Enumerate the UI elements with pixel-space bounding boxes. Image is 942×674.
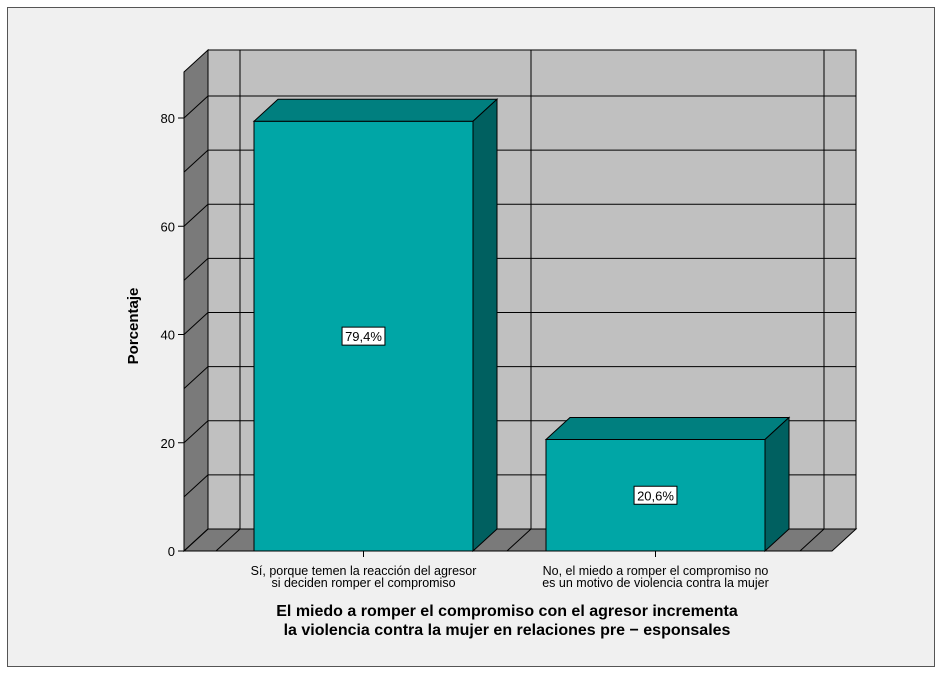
y-axis: 0 20 40 60 80 xyxy=(161,71,832,559)
y-tick-label: 40 xyxy=(161,328,175,343)
y-tick-label: 0 xyxy=(168,544,175,559)
bar-side xyxy=(764,416,790,553)
data-label-box xyxy=(341,326,386,346)
y-axis-label: Porcentaje xyxy=(125,288,142,365)
gridline-side xyxy=(183,203,209,227)
data-label: 20,6% xyxy=(633,485,678,505)
x-tick-label: Sí, porque temen la reacción del agresor xyxy=(251,564,477,578)
bar-2 xyxy=(544,416,791,553)
gridline-side xyxy=(183,528,209,552)
bar-top xyxy=(252,98,499,122)
data-label: 79,4% xyxy=(341,326,386,346)
bar-1 xyxy=(252,98,499,553)
gridline-side xyxy=(183,420,209,444)
data-label-text: 20,6% xyxy=(637,488,674,503)
gridline-side xyxy=(183,474,209,498)
gridline-side xyxy=(183,312,209,335)
x-tick-label: si deciden romper el compromiso xyxy=(271,576,455,590)
x-axis-title-line: la violencia contra la mujer en relacion… xyxy=(284,622,731,639)
floor-divider xyxy=(215,528,241,552)
bar-top xyxy=(544,417,791,441)
gridline-side xyxy=(183,95,209,119)
x-tick-label: No, el miedo a romper el compromiso no xyxy=(543,564,769,578)
bar-side xyxy=(472,98,498,553)
floor-divider xyxy=(506,528,532,552)
left-wall xyxy=(183,48,209,553)
data-label-text: 79,4% xyxy=(345,329,382,344)
bars: 79,4% 20,6% xyxy=(252,98,791,553)
x-axis-title-line: El miedo a romper el compromiso con el a… xyxy=(276,603,738,620)
x-tick-label: es un motivo de violencia contra la muje… xyxy=(542,576,769,590)
data-label-box xyxy=(633,485,678,505)
gridline-side xyxy=(183,149,209,173)
x-axis-title: El miedo a romper el compromiso con el a… xyxy=(276,603,738,639)
x-axis: Sí, porque temen la reacción del agresor… xyxy=(251,551,769,590)
y-tick-label: 60 xyxy=(161,219,175,234)
floor-divider xyxy=(799,528,825,552)
y-tick-label: 80 xyxy=(161,111,175,126)
gridline-side xyxy=(183,366,209,389)
y-tick-label: 20 xyxy=(161,436,175,451)
gridline-side xyxy=(183,258,209,281)
